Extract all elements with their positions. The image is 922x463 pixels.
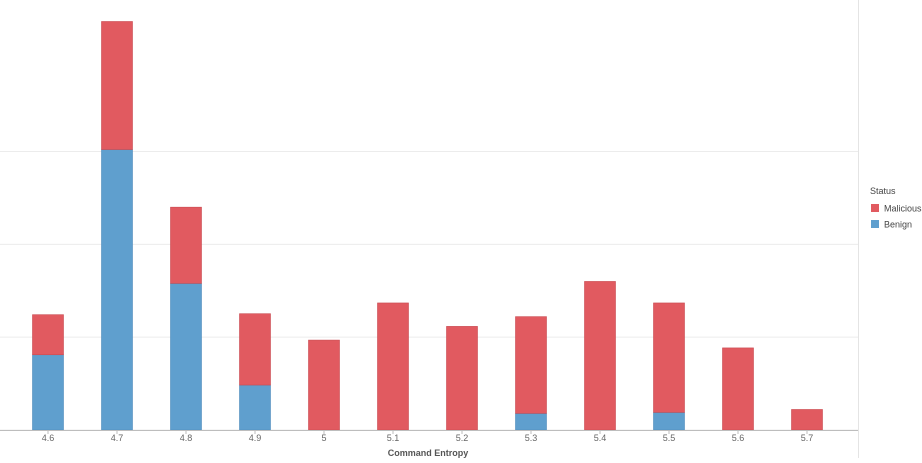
bar-benign-5-5[interactable] [653,412,685,431]
bars [32,21,823,431]
legend-title: Status [870,186,896,196]
bar-malicious-5-6[interactable] [722,347,754,431]
bar-benign-4-8[interactable] [170,283,202,431]
x-tick-label: 5.2 [456,433,469,443]
bar-malicious-4-6[interactable] [32,314,64,356]
x-axis-title: Command Entropy [388,448,469,458]
bar-malicious-5-5[interactable] [653,302,685,413]
bar-malicious-5-3[interactable] [515,316,547,414]
legend-label-malicious: Malicious [884,204,922,214]
bar-malicious-5-1[interactable] [377,302,409,431]
bar-malicious-5[interactable] [308,339,340,431]
x-tick-label: 4.7 [111,433,124,443]
bar-malicious-4-7[interactable] [101,21,133,150]
x-tick-label: 4.9 [249,433,262,443]
bar-malicious-4-8[interactable] [170,206,202,284]
bar-malicious-5-7[interactable] [791,409,823,431]
bar-benign-4-9[interactable] [239,384,271,431]
bar-malicious-4-9[interactable] [239,313,271,386]
bar-malicious-5-2[interactable] [446,326,478,431]
bar-benign-5-3[interactable] [515,413,547,431]
legend[interactable]: Status Malicious Benign [870,186,922,230]
x-tick-label: 5.6 [732,433,745,443]
x-tick-label: 5.4 [594,433,607,443]
legend-swatch-malicious [871,204,879,212]
bar-malicious-5-4[interactable] [584,281,616,431]
bar-benign-4-6[interactable] [32,354,64,431]
x-tick-label: 4.6 [42,433,55,443]
x-tick-label: 5 [321,433,326,443]
x-tick-label: 5.5 [663,433,676,443]
x-tick-label: 5.7 [801,433,814,443]
x-tick-label: 5.1 [387,433,400,443]
bar-benign-4-7[interactable] [101,149,133,431]
x-tick-labels: 4.6 4.7 4.8 4.9 5 5.1 5.2 5.3 5.4 5.5 5.6 5.7 [42,430,814,443]
x-tick-label: 4.8 [180,433,193,443]
legend-label-benign: Benign [884,220,912,230]
legend-swatch-benign [871,220,879,228]
x-tick-label: 5.3 [525,433,538,443]
